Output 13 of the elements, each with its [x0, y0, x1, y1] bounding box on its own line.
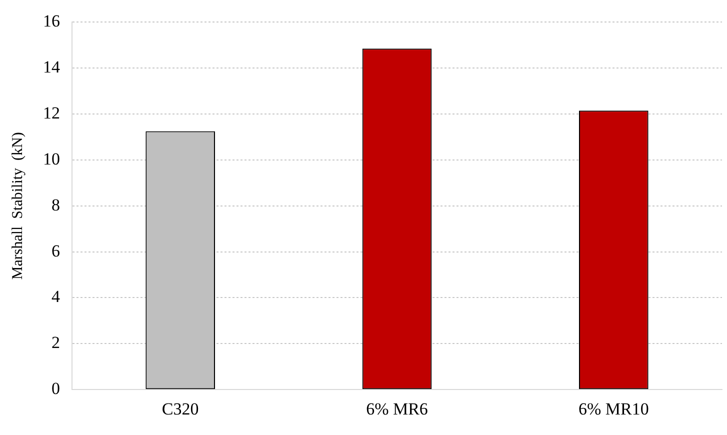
y-tick-label: 8 [52, 195, 60, 214]
y-tick-label: 2 [52, 333, 60, 352]
y-tick-label: 4 [52, 287, 60, 306]
y-axis-title: Marshall Stability (kN) [10, 132, 26, 280]
y-tick-label: 0 [52, 379, 60, 398]
x-tick-label: 6% MR10 [578, 399, 649, 418]
y-tick-label: 14 [43, 58, 60, 77]
y-tick-label: 12 [43, 104, 60, 123]
x-tick-label: 6% MR6 [366, 399, 428, 418]
y-tick-label: 16 [43, 12, 60, 31]
x-tick-label: C320 [162, 399, 199, 418]
y-tick-label: 6 [52, 241, 60, 260]
y-tick-label: 10 [43, 149, 60, 168]
